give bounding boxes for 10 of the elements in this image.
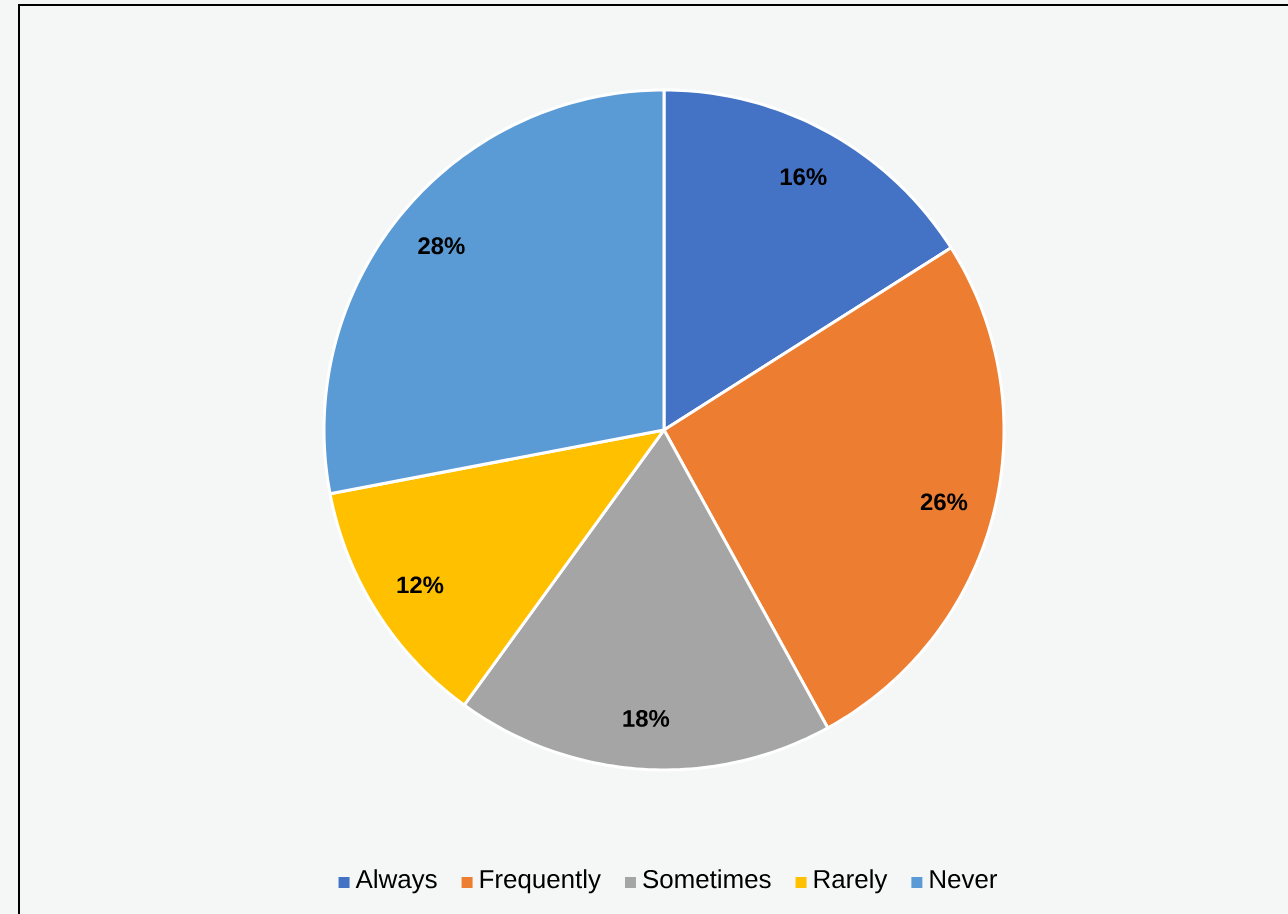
legend-label: Rarely: [814, 869, 888, 894]
legend-label: Frequently: [480, 869, 601, 894]
data-label: 12%: [397, 576, 444, 594]
data-label: 28%: [418, 237, 465, 255]
data-label: 18%: [623, 709, 670, 727]
data-label: 16%: [780, 168, 827, 186]
data-label: 26%: [920, 493, 968, 511]
legend-label: Never: [930, 870, 998, 889]
legend-label: Always: [355, 869, 437, 894]
legend-label: Sometimes: [643, 869, 771, 889]
